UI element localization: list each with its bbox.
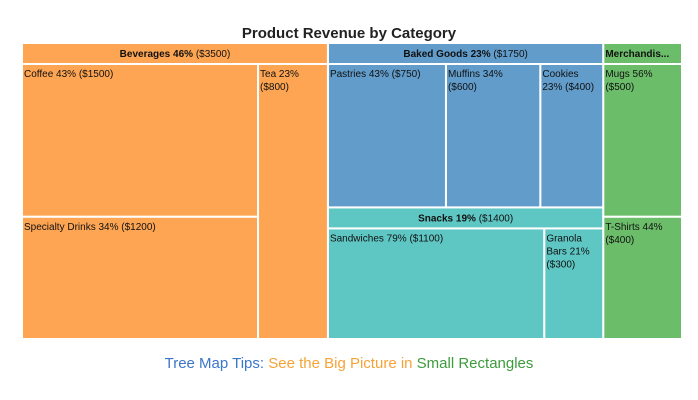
tile-label-coffee: Coffee 43% ($1500) [24,69,113,80]
tile-cookies[interactable] [539,63,605,209]
tile-mugs[interactable] [602,63,684,218]
tile-coffee[interactable] [21,63,260,218]
tile-label-granola-bars-line2: Bars 21% [546,246,589,257]
header-merchandise: Merchandis... [605,49,669,60]
tile-label-mugs-line2: ($500) [605,82,634,93]
tile-granola-bars[interactable] [543,227,605,340]
caption-part-2: See the Big Picture in [268,355,417,372]
header-value-snacks: ($1400) [476,213,513,224]
header-beverages: Beverages 46% ($3500) [120,49,231,60]
tile-specialty-drinks[interactable] [21,215,260,340]
tile-label-specialty-drinks: Specialty Drinks 34% ($1200) [24,222,156,233]
tile-label-t-shirts-line2: ($400) [605,235,634,246]
tile-label-cookies-line2: 23% ($400) [542,82,594,93]
tile-label-cookies-line1: Cookies [542,69,578,80]
header-baked-goods: Baked Goods 23% ($1750) [403,49,528,60]
chart-title: Product Revenue by Category [241,25,457,42]
header-name-beverages: Beverages 46% [120,49,193,60]
caption-part-3: Small Rectangles [416,355,534,372]
tile-label-mugs-line1: Mugs 56% [605,69,652,80]
header-value-baked-goods: ($1750) [491,49,528,60]
header-value-beverages: ($3500) [193,49,230,60]
tile-label-sandwiches: Sandwiches 79% ($1100) [330,233,443,244]
header-name-snacks: Snacks 19% [418,213,476,224]
tile-label-granola-bars-line1: Granola [546,233,582,244]
tile-sandwiches[interactable] [326,227,546,340]
tile-t-shirts[interactable] [602,215,684,340]
caption-part-1: Tree Map Tips: [164,355,269,372]
tile-label-muffins-line1: Muffins 34% [448,69,503,80]
tile-tea[interactable] [257,63,329,340]
header-snacks: Snacks 19% ($1400) [418,213,513,224]
tile-pastries[interactable] [326,63,447,209]
tile-label-muffins-line2: ($600) [448,82,477,93]
tile-label-tea-line2: ($800) [260,82,289,93]
tile-label-tea-line1: Tea 23% [260,69,299,80]
header-name-baked-goods: Baked Goods 23% [403,49,490,60]
tile-label-t-shirts-line1: T-Shirts 44% [605,222,662,233]
caption: Tree Map Tips: See the Big Picture in Sm… [0,355,698,372]
tile-label-granola-bars-line3: ($300) [546,259,575,270]
tile-label-pastries: Pastries 43% ($750) [330,69,421,80]
